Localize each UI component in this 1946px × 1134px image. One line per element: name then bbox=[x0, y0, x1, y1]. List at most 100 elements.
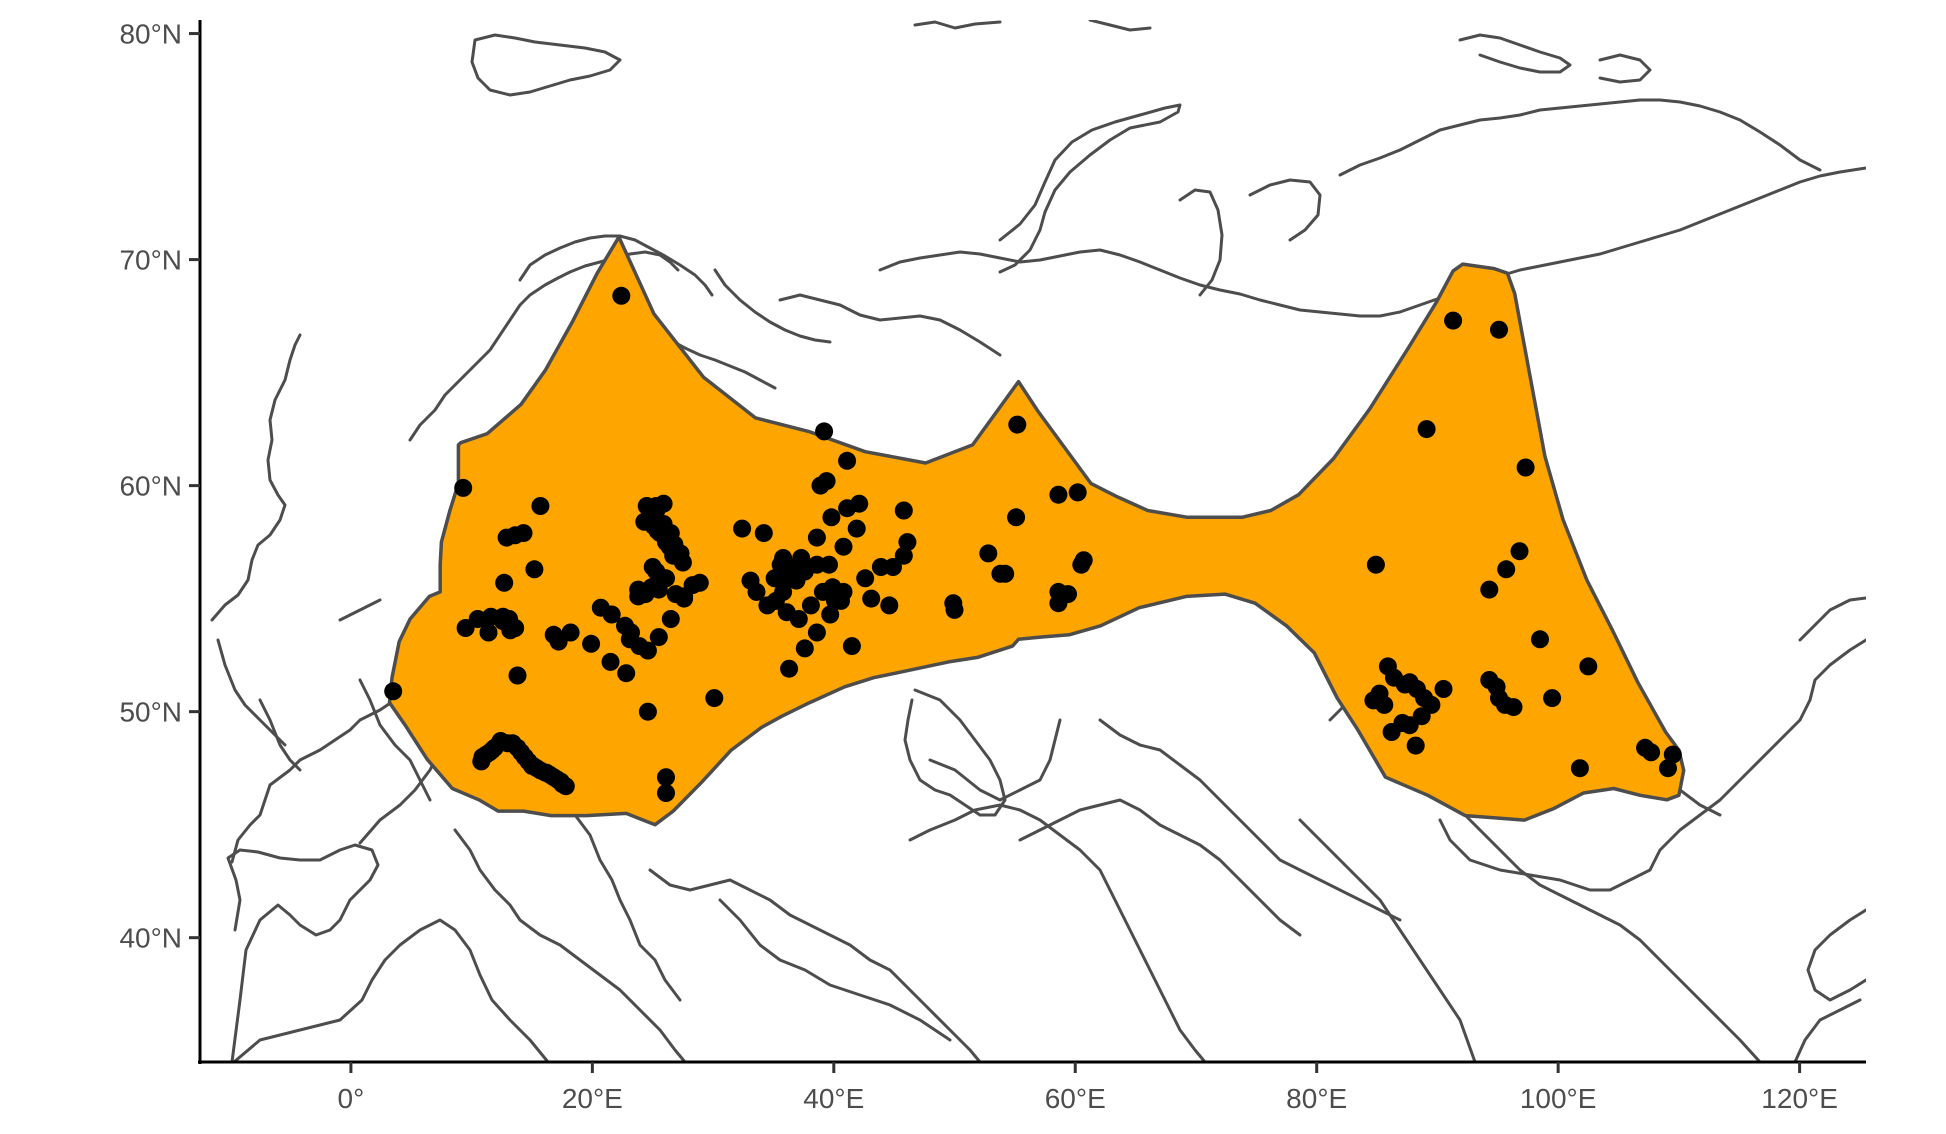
occurrence-point bbox=[1434, 680, 1453, 698]
occurrence-point bbox=[815, 422, 834, 441]
occurrence-point bbox=[894, 546, 913, 565]
occurrence-point bbox=[780, 659, 799, 678]
occurrence-point bbox=[979, 544, 998, 563]
occurrence-point bbox=[456, 619, 475, 637]
occurrence-point bbox=[733, 519, 752, 538]
occurrence-point bbox=[1642, 743, 1661, 762]
occurrence-point bbox=[1382, 723, 1401, 741]
occurrence-point bbox=[1366, 555, 1385, 574]
occurrence-point bbox=[842, 637, 861, 656]
occurrence-point bbox=[1480, 580, 1499, 599]
occurrence-point bbox=[1504, 698, 1523, 717]
occurrence-point bbox=[945, 600, 964, 619]
occurrence-point bbox=[683, 576, 702, 595]
occurrence-point bbox=[850, 494, 869, 513]
occurrence-point bbox=[636, 585, 655, 604]
occurrence-point bbox=[894, 501, 913, 520]
occurrence-point bbox=[638, 641, 657, 660]
occurrence-point bbox=[834, 537, 853, 556]
occurrence-point bbox=[795, 639, 814, 658]
occurrence-point bbox=[1444, 311, 1463, 330]
x-tick-label: 60°E bbox=[1045, 1083, 1106, 1114]
y-tick-label: 80°N bbox=[119, 19, 182, 50]
occurrence-point bbox=[1406, 736, 1425, 755]
y-tick-label: 40°N bbox=[119, 923, 182, 954]
occurrence-point bbox=[661, 610, 680, 628]
occurrence-point bbox=[649, 628, 668, 647]
occurrence-point bbox=[506, 619, 525, 637]
occurrence-point bbox=[1663, 745, 1682, 764]
occurrence-point bbox=[617, 664, 636, 683]
occurrence-point bbox=[525, 560, 544, 579]
occurrence-point bbox=[1074, 551, 1093, 570]
occurrence-point bbox=[822, 508, 841, 527]
occurrence-point bbox=[792, 549, 811, 567]
occurrence-point bbox=[1008, 415, 1027, 434]
occurrence-point bbox=[1659, 759, 1677, 778]
occurrence-point bbox=[1417, 420, 1436, 439]
occurrence-point bbox=[556, 777, 575, 796]
occurrence-point bbox=[862, 589, 881, 608]
occurrence-point bbox=[620, 630, 639, 649]
occurrence-point bbox=[705, 689, 724, 708]
occurrence-point bbox=[747, 582, 766, 601]
occurrence-point bbox=[766, 591, 785, 610]
occurrence-point bbox=[832, 591, 850, 610]
occurrence-point bbox=[601, 652, 620, 671]
occurrence-point bbox=[602, 605, 621, 624]
x-tick-label: 0° bbox=[338, 1083, 365, 1114]
occurrence-point bbox=[479, 623, 498, 642]
occurrence-point bbox=[561, 623, 580, 642]
x-tick-label: 100°E bbox=[1520, 1083, 1597, 1114]
occurrence-point bbox=[996, 564, 1015, 583]
occurrence-point bbox=[1531, 630, 1549, 649]
occurrence-point bbox=[582, 634, 601, 653]
occurrence-point bbox=[1059, 585, 1077, 604]
occurrence-point bbox=[807, 623, 826, 642]
occurrence-point bbox=[1068, 483, 1087, 502]
occurrence-point bbox=[1516, 458, 1535, 477]
occurrence-point bbox=[1370, 684, 1389, 703]
occurrence-point bbox=[754, 524, 773, 543]
occurrence-point bbox=[880, 596, 899, 615]
occurrence-point bbox=[654, 569, 673, 588]
y-tick-label: 70°N bbox=[119, 245, 182, 276]
y-tick-label: 50°N bbox=[119, 697, 182, 728]
occurrence-point bbox=[643, 558, 662, 576]
occurrence-point bbox=[454, 478, 473, 497]
x-tick-label: 20°E bbox=[562, 1083, 623, 1114]
occurrence-point bbox=[765, 569, 784, 588]
occurrence-point bbox=[1543, 689, 1562, 708]
occurrence-point bbox=[884, 558, 902, 576]
occurrence-point bbox=[508, 666, 527, 685]
occurrence-point bbox=[495, 573, 514, 592]
occurrence-points bbox=[384, 286, 1682, 802]
occurrence-point bbox=[384, 682, 403, 701]
occurrence-point bbox=[801, 596, 820, 615]
occurrence-point bbox=[1579, 657, 1598, 676]
x-tick-label: 120°E bbox=[1761, 1083, 1838, 1114]
occurrence-point bbox=[1510, 542, 1529, 561]
occurrence-point bbox=[514, 524, 533, 543]
species-range-polygon bbox=[387, 235, 1686, 827]
x-axis-ticks: 0° 20°E 40°E 60°E 80°E 100°E 120°E bbox=[338, 1062, 1838, 1114]
occurrence-point bbox=[1007, 508, 1026, 527]
occurrence-point bbox=[807, 528, 826, 547]
occurrence-point bbox=[1497, 560, 1516, 579]
occurrence-point bbox=[1049, 485, 1068, 504]
occurrence-point bbox=[856, 569, 875, 588]
occurrence-point bbox=[838, 451, 857, 470]
occurrence-point bbox=[847, 519, 866, 538]
x-tick-label: 80°E bbox=[1286, 1083, 1347, 1114]
occurrence-point bbox=[531, 497, 550, 515]
axes: 0° 20°E 40°E 60°E 80°E 100°E 120°E 40°N 50°N 60°… bbox=[119, 19, 1866, 1114]
occurrence-point bbox=[657, 768, 675, 787]
y-tick-label: 60°N bbox=[119, 471, 182, 502]
occurrence-point bbox=[898, 533, 917, 552]
occurrence-point bbox=[817, 472, 836, 491]
occurrence-point bbox=[1490, 320, 1508, 339]
y-axis-ticks: 40°N 50°N 60°N 70°N 80°N bbox=[119, 19, 200, 954]
occurrence-point bbox=[638, 702, 657, 721]
occurrence-point bbox=[612, 286, 631, 305]
